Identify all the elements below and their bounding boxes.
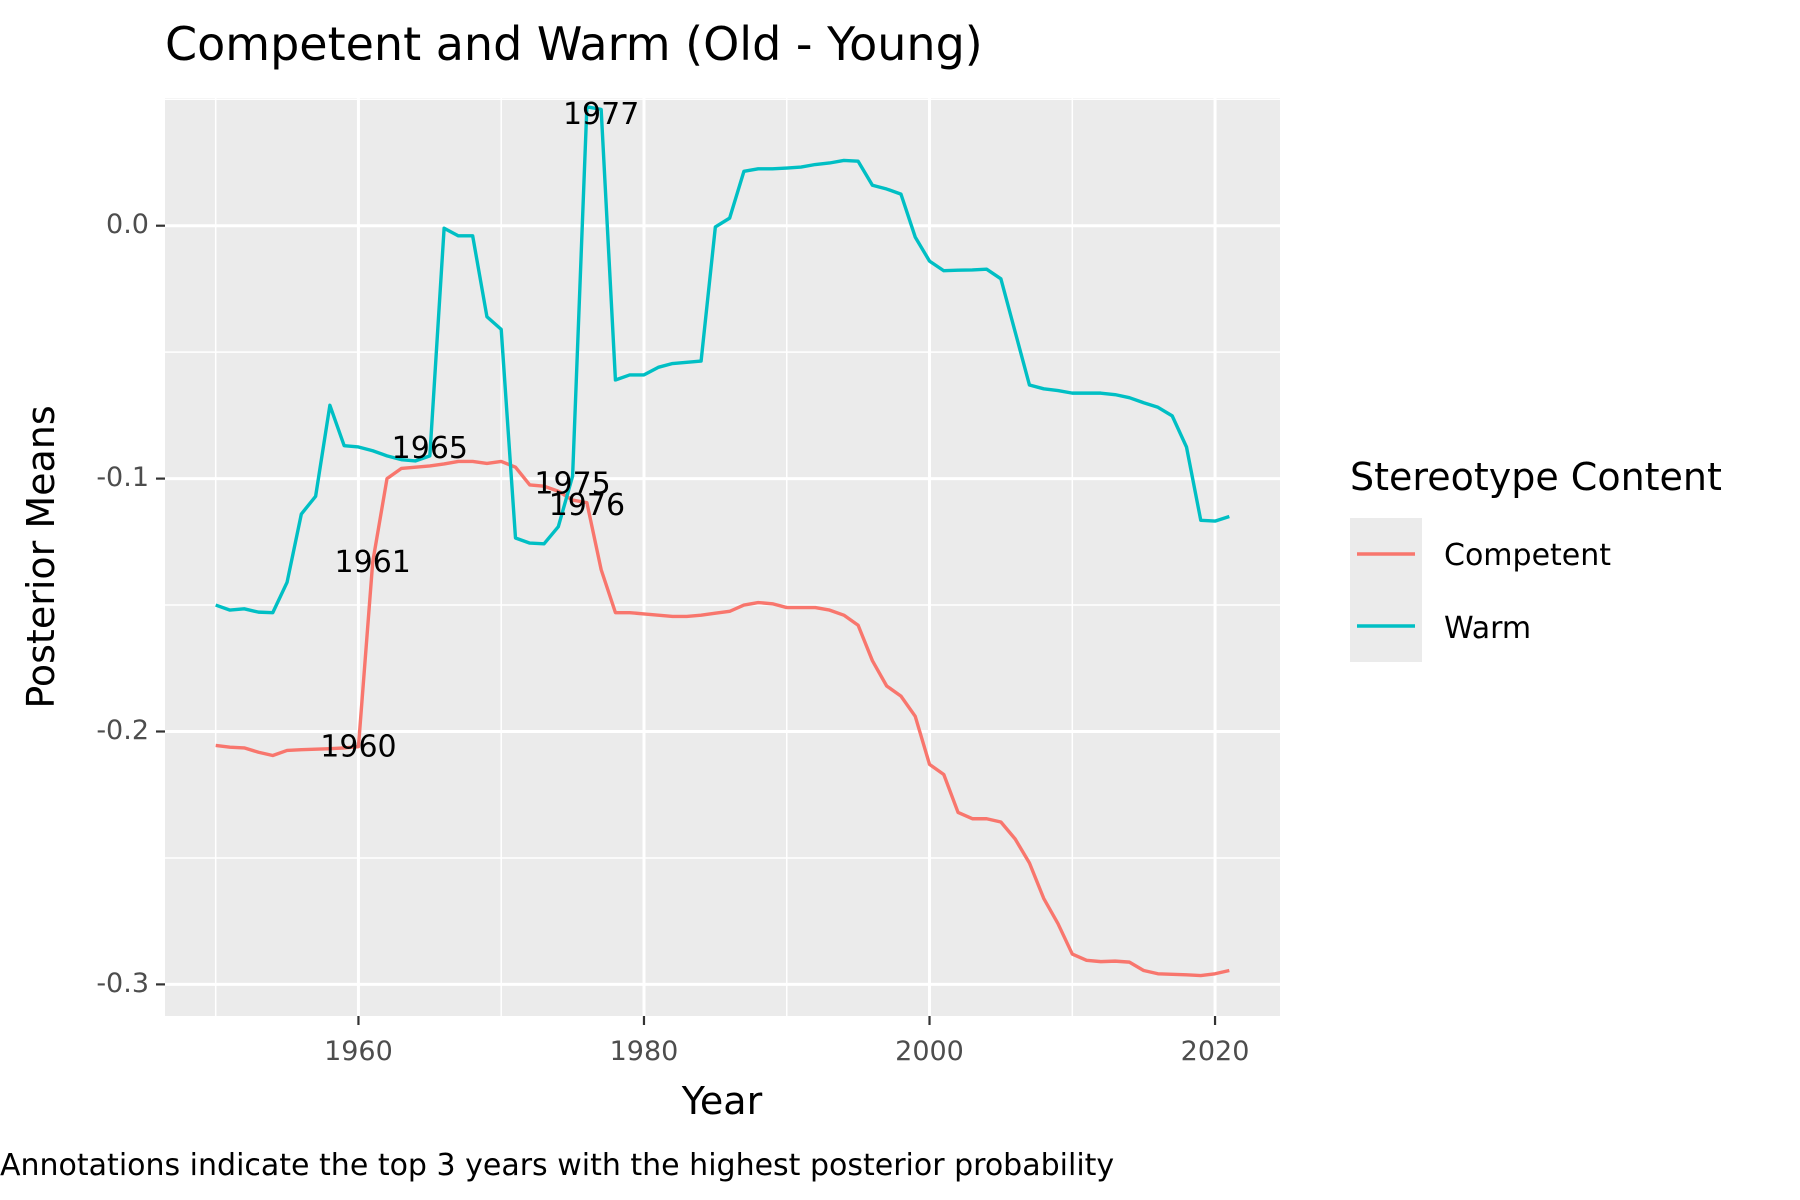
chart-title: Competent and Warm (Old - Young) [165,17,983,71]
grid-major [165,98,1280,1016]
annotation-label: 1960 [320,729,396,764]
x-tick-label: 2020 [1181,1036,1250,1067]
legend: Stereotype Content Competent Warm [1350,455,1722,662]
y-tick-label: -0.1 [96,462,149,493]
x-axis: 1960 1980 2000 2020 [324,1016,1249,1067]
annotation-label: 1977 [563,97,639,132]
x-tick-label: 1960 [324,1036,393,1067]
x-axis-title: Year [681,1079,763,1123]
y-axis-title: Posterior Means [19,405,63,708]
y-tick-label: -0.3 [96,968,149,999]
plot-panel [165,98,1280,1016]
annotation-label: 1961 [335,545,411,580]
series-line-competent [215,459,1230,978]
grid-minor [165,98,1280,1016]
y-axis: -0.3 -0.2 -0.1 0.0 [96,209,165,999]
series-line-warm [215,105,1230,615]
annotation-label: 1976 [549,488,625,523]
legend-label-competent: Competent [1444,538,1611,573]
x-tick-label: 1980 [610,1036,679,1067]
y-tick-label: 0.0 [106,209,149,240]
legend-title: Stereotype Content [1350,455,1722,499]
annotation-label: 1965 [392,431,468,466]
annotation-label: 1975 [534,466,610,501]
x-tick-label: 2000 [895,1036,964,1067]
legend-label-warm: Warm [1444,611,1531,646]
chart-caption: Annotations indicate the top 3 years wit… [0,1148,1114,1183]
series-layer [215,105,1230,978]
y-tick-label: -0.2 [96,715,149,746]
